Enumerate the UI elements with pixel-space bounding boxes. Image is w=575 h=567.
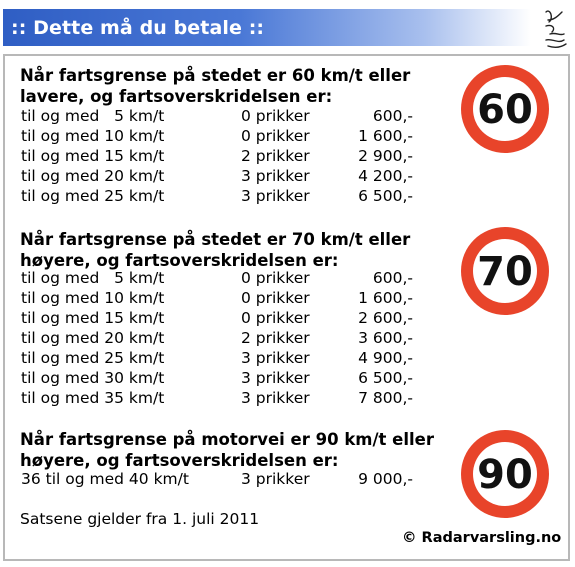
fine-amount: 4 900,- [358,349,413,367]
table-row: til og med 25 km/t 3 prikker 6 500,- [21,187,421,207]
section-heading-60-line2: lavere, og fartsoverskridelsen er: [20,87,333,106]
speed-range: til og med 15 km/t [21,309,165,327]
table-row: til og med 20 km/t 2 prikker 3 600,- [21,329,421,349]
table-row: til og med 15 km/t 2 prikker 2 900,- [21,147,421,167]
penalty-points: 0 prikker [241,107,310,125]
fine-amount: 1 600,- [358,289,413,307]
fine-amount: 2 600,- [358,309,413,327]
table-row: til og med 5 km/t 0 prikker 600,- [21,107,421,127]
speed-range: til og med 20 km/t [21,167,165,185]
penalty-points: 0 prikker [241,269,310,287]
speed-range: til og med 30 km/t [21,369,165,387]
table-row: til og med 5 km/t 0 prikker 600,- [21,269,421,289]
penalty-points: 2 prikker [241,147,310,165]
speed-range: til og med 35 km/t [21,389,165,407]
fine-amount: 7 800,- [358,389,413,407]
penalty-points: 3 prikker [241,470,310,488]
speed-range: 36 til og med 40 km/t [21,470,189,488]
section-heading-70-line1: Når fartsgrense på stedet er 70 km/t ell… [20,230,411,249]
fine-amount: 3 600,- [358,329,413,347]
validity-note: Satsene gjelder fra 1. juli 2011 [20,510,260,528]
speed-range: til og med 25 km/t [21,187,165,205]
fine-amount: 1 600,- [358,127,413,145]
table-row: til og med 35 km/t 3 prikker 7 800,- [21,389,421,409]
fine-amount: 6 500,- [358,369,413,387]
penalty-points: 0 prikker [241,289,310,307]
table-row: 36 til og med 40 km/t 3 prikker 9 000,- [21,470,421,490]
table-row: til og med 20 km/t 3 prikker 4 200,- [21,167,421,187]
section-heading-90-line2: høyere, og fartsoverskridelsen er: [20,451,339,470]
table-row: til og med 25 km/t 3 prikker 4 900,- [21,349,421,369]
speed-limit-60-sign-icon: 60 [461,65,549,153]
penalty-points: 3 prikker [241,369,310,387]
speed-range: til og med 5 km/t [21,107,165,125]
sign-label-70: 70 [477,249,533,295]
penalty-points: 3 prikker [241,167,310,185]
section-heading-90-line1: Når fartsgrense på motorvei er 90 km/t e… [20,430,434,449]
sign-label-60: 60 [477,87,533,133]
fine-amount: 600,- [372,269,413,287]
speed-range: til og med 20 km/t [21,329,165,347]
fine-amount: 6 500,- [358,187,413,205]
penalty-points: 2 prikker [241,329,310,347]
penalty-points: 3 prikker [241,187,310,205]
table-row: til og med 30 km/t 3 prikker 6 500,- [21,369,421,389]
fine-amount: 2 900,- [358,147,413,165]
banner-title: :: Dette må du betale :: [11,16,265,39]
speed-limit-90-sign-icon: 90 [461,430,549,518]
signature-logo [545,10,567,49]
table-row: til og med 10 km/t 0 prikker 1 600,- [21,289,421,309]
penalty-points: 0 prikker [241,309,310,327]
speed-range: til og med 5 km/t [21,269,165,287]
speed-range: til og med 15 km/t [21,147,165,165]
penalty-points: 3 prikker [241,349,310,367]
speed-range: til og med 10 km/t [21,127,165,145]
table-row: til og med 15 km/t 0 prikker 2 600,- [21,309,421,329]
title-banner: :: Dette må du betale :: [3,9,531,46]
copyright-note: © Radarvarsling.no [402,530,562,546]
speed-range: til og med 10 km/t [21,289,165,307]
fine-amount: 600,- [372,107,413,125]
fine-amount: 4 200,- [358,167,413,185]
penalty-points: 3 prikker [241,389,310,407]
speed-limit-70-sign-icon: 70 [461,227,549,315]
sign-label-90: 90 [477,452,533,498]
penalty-points: 0 prikker [241,127,310,145]
table-row: til og med 10 km/t 0 prikker 1 600,- [21,127,421,147]
fine-amount: 9 000,- [358,470,413,488]
section-heading-70-line2: høyere, og fartsoverskridelsen er: [20,251,339,270]
section-heading-60-line1: Når fartsgrense på stedet er 60 km/t ell… [20,66,411,85]
speed-range: til og med 25 km/t [21,349,165,367]
